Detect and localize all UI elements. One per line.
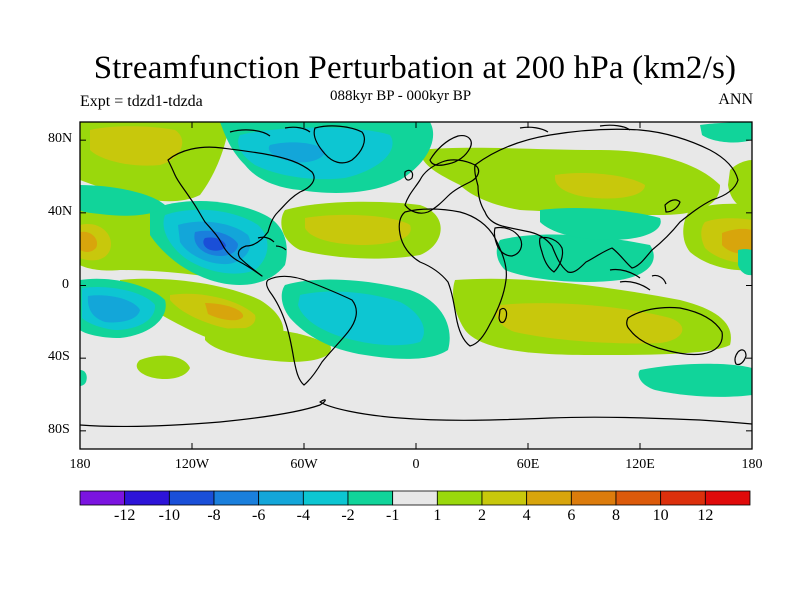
negative-region-south-pacific-west-2	[87, 295, 140, 323]
negative-region-east-pacific-sh	[638, 363, 752, 397]
colorbar-label: -2	[341, 507, 355, 524]
colorbar-boxes	[79, 490, 751, 506]
positive-region-north-pacific-core	[90, 126, 183, 166]
lat-tick-marks	[80, 139, 752, 432]
coastlines	[80, 124, 752, 428]
colorbar-label: -6	[251, 507, 266, 524]
colorbar-box	[526, 490, 572, 506]
lat-tick-label: 40N	[48, 203, 73, 219]
lon-tick-label: 120E	[625, 457, 655, 472]
negative-region-indian-ocean	[496, 234, 654, 282]
africa-coast	[398, 208, 507, 347]
lon-tick-label: 0	[412, 457, 420, 472]
experiment-label: Expt = tdzd1-tdzda	[80, 93, 203, 110]
negative-region-west-edge-sh	[80, 370, 87, 386]
colorbar-box	[615, 490, 662, 506]
south-america-coast	[266, 275, 357, 386]
india-coast	[539, 236, 564, 273]
colorbar-box	[660, 490, 706, 506]
colorbar-label: 12	[697, 507, 714, 524]
lon-tick-label: 120W	[174, 457, 210, 472]
colorbar-label: -10	[158, 507, 180, 524]
colorbar-box	[570, 490, 617, 506]
colorbar-box	[704, 490, 751, 506]
positive-region-south-atlantic-small	[136, 355, 190, 380]
negative-region-west-pacific-nh	[80, 185, 165, 216]
antarctica-coast	[80, 399, 752, 428]
lat-tick-label: 80N	[48, 131, 73, 147]
colorbar-box	[392, 490, 438, 506]
lat-tick-label: 40S	[48, 349, 70, 365]
lon-tick-marks	[79, 122, 753, 449]
negative-region-indian-north	[540, 207, 661, 240]
positive-region-south-pacific-max	[205, 303, 244, 321]
positive-region-east-pacific-max	[722, 228, 752, 254]
contour-fills	[80, 122, 752, 397]
lon-tick-label: 60W	[290, 457, 318, 472]
australia-coast	[626, 306, 723, 356]
colorbar-box	[213, 490, 260, 506]
colorbar-label: -1	[385, 507, 400, 524]
positive-region-indian-ocean-north	[728, 160, 752, 210]
colorbar-label: 2	[478, 507, 486, 524]
lat-tick-label: 80S	[48, 421, 70, 437]
colorbar-box	[124, 490, 170, 506]
lon-tick-label: 180	[69, 457, 91, 472]
uk-coast	[404, 169, 414, 181]
lon-tick-label: 60E	[516, 457, 540, 472]
colorbar-box	[79, 490, 126, 506]
greenland-coast	[313, 125, 365, 164]
scandinavia-coast	[429, 135, 472, 166]
lon-tick-label: 180	[741, 457, 763, 472]
colorbar-box	[436, 490, 483, 506]
colorbar-box	[347, 490, 394, 506]
lat-tick-label: 0	[62, 276, 69, 292]
arctic-islands	[229, 124, 631, 137]
north-america-coast	[167, 146, 315, 277]
chart-subtitle: 088kyr BP - 000kyr BP	[330, 88, 472, 104]
colorbar-label: 6	[567, 507, 576, 524]
japan-coast	[664, 199, 681, 213]
colorbar-label: 4	[522, 507, 531, 524]
caribbean-islands	[257, 236, 287, 251]
colorbar-box	[302, 490, 349, 506]
colorbar-label: -12	[113, 507, 136, 524]
eurasia-coast	[474, 128, 739, 273]
se-asia-islands	[609, 268, 667, 291]
arabia-coast	[493, 226, 523, 257]
negative-region-east-edge-sh	[738, 249, 752, 276]
new-zealand-coast	[734, 349, 747, 366]
positive-region-eurasia-core	[555, 173, 645, 199]
madagascar-coast	[498, 307, 508, 324]
positive-region-south-pacific-east	[205, 328, 331, 362]
colorbar-label: 10	[652, 507, 669, 524]
negative-region-arctic-core	[268, 142, 325, 163]
colorbar-label: -8	[207, 507, 221, 524]
europe-coast	[404, 159, 480, 214]
negative-region-south-america-core	[298, 291, 424, 346]
chart-title: Streamfunction Perturbation at 200 hPa (…	[93, 50, 737, 86]
colorbar-box	[168, 490, 215, 506]
season-label: ANN	[718, 91, 753, 108]
colorbar-box	[258, 490, 304, 506]
colorbar-label: 1	[433, 507, 442, 524]
positive-region-atlantic-core	[305, 214, 411, 245]
colorbar-label: 8	[612, 507, 620, 524]
negative-region-east-pacific-upper	[700, 122, 752, 143]
colorbar-box	[481, 490, 528, 506]
positive-region-pacific-max	[80, 231, 98, 252]
colorbar-label: -4	[296, 507, 310, 524]
